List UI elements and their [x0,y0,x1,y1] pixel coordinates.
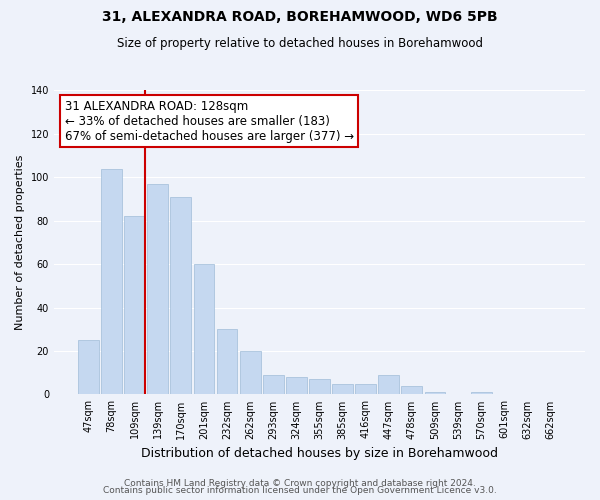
Bar [332,384,353,394]
Text: 31 ALEXANDRA ROAD: 128sqm
← 33% of detached houses are smaller (183)
67% of semi: 31 ALEXANDRA ROAD: 128sqm ← 33% of detac… [65,100,353,142]
Bar [124,216,145,394]
Bar [101,168,122,394]
Bar [355,384,376,394]
Bar [471,392,491,394]
Y-axis label: Number of detached properties: Number of detached properties [15,155,25,330]
Bar [194,264,214,394]
Bar [170,197,191,394]
Bar [217,330,238,394]
Text: Contains public sector information licensed under the Open Government Licence v3: Contains public sector information licen… [103,486,497,495]
Bar [379,375,399,394]
Text: Size of property relative to detached houses in Borehamwood: Size of property relative to detached ho… [117,38,483,51]
Bar [148,184,168,394]
Bar [286,377,307,394]
Bar [425,392,445,394]
Bar [240,351,260,395]
X-axis label: Distribution of detached houses by size in Borehamwood: Distribution of detached houses by size … [141,447,498,460]
Text: Contains HM Land Registry data © Crown copyright and database right 2024.: Contains HM Land Registry data © Crown c… [124,478,476,488]
Bar [263,375,284,394]
Bar [401,386,422,394]
Bar [309,379,330,394]
Text: 31, ALEXANDRA ROAD, BOREHAMWOOD, WD6 5PB: 31, ALEXANDRA ROAD, BOREHAMWOOD, WD6 5PB [102,10,498,24]
Bar [78,340,99,394]
